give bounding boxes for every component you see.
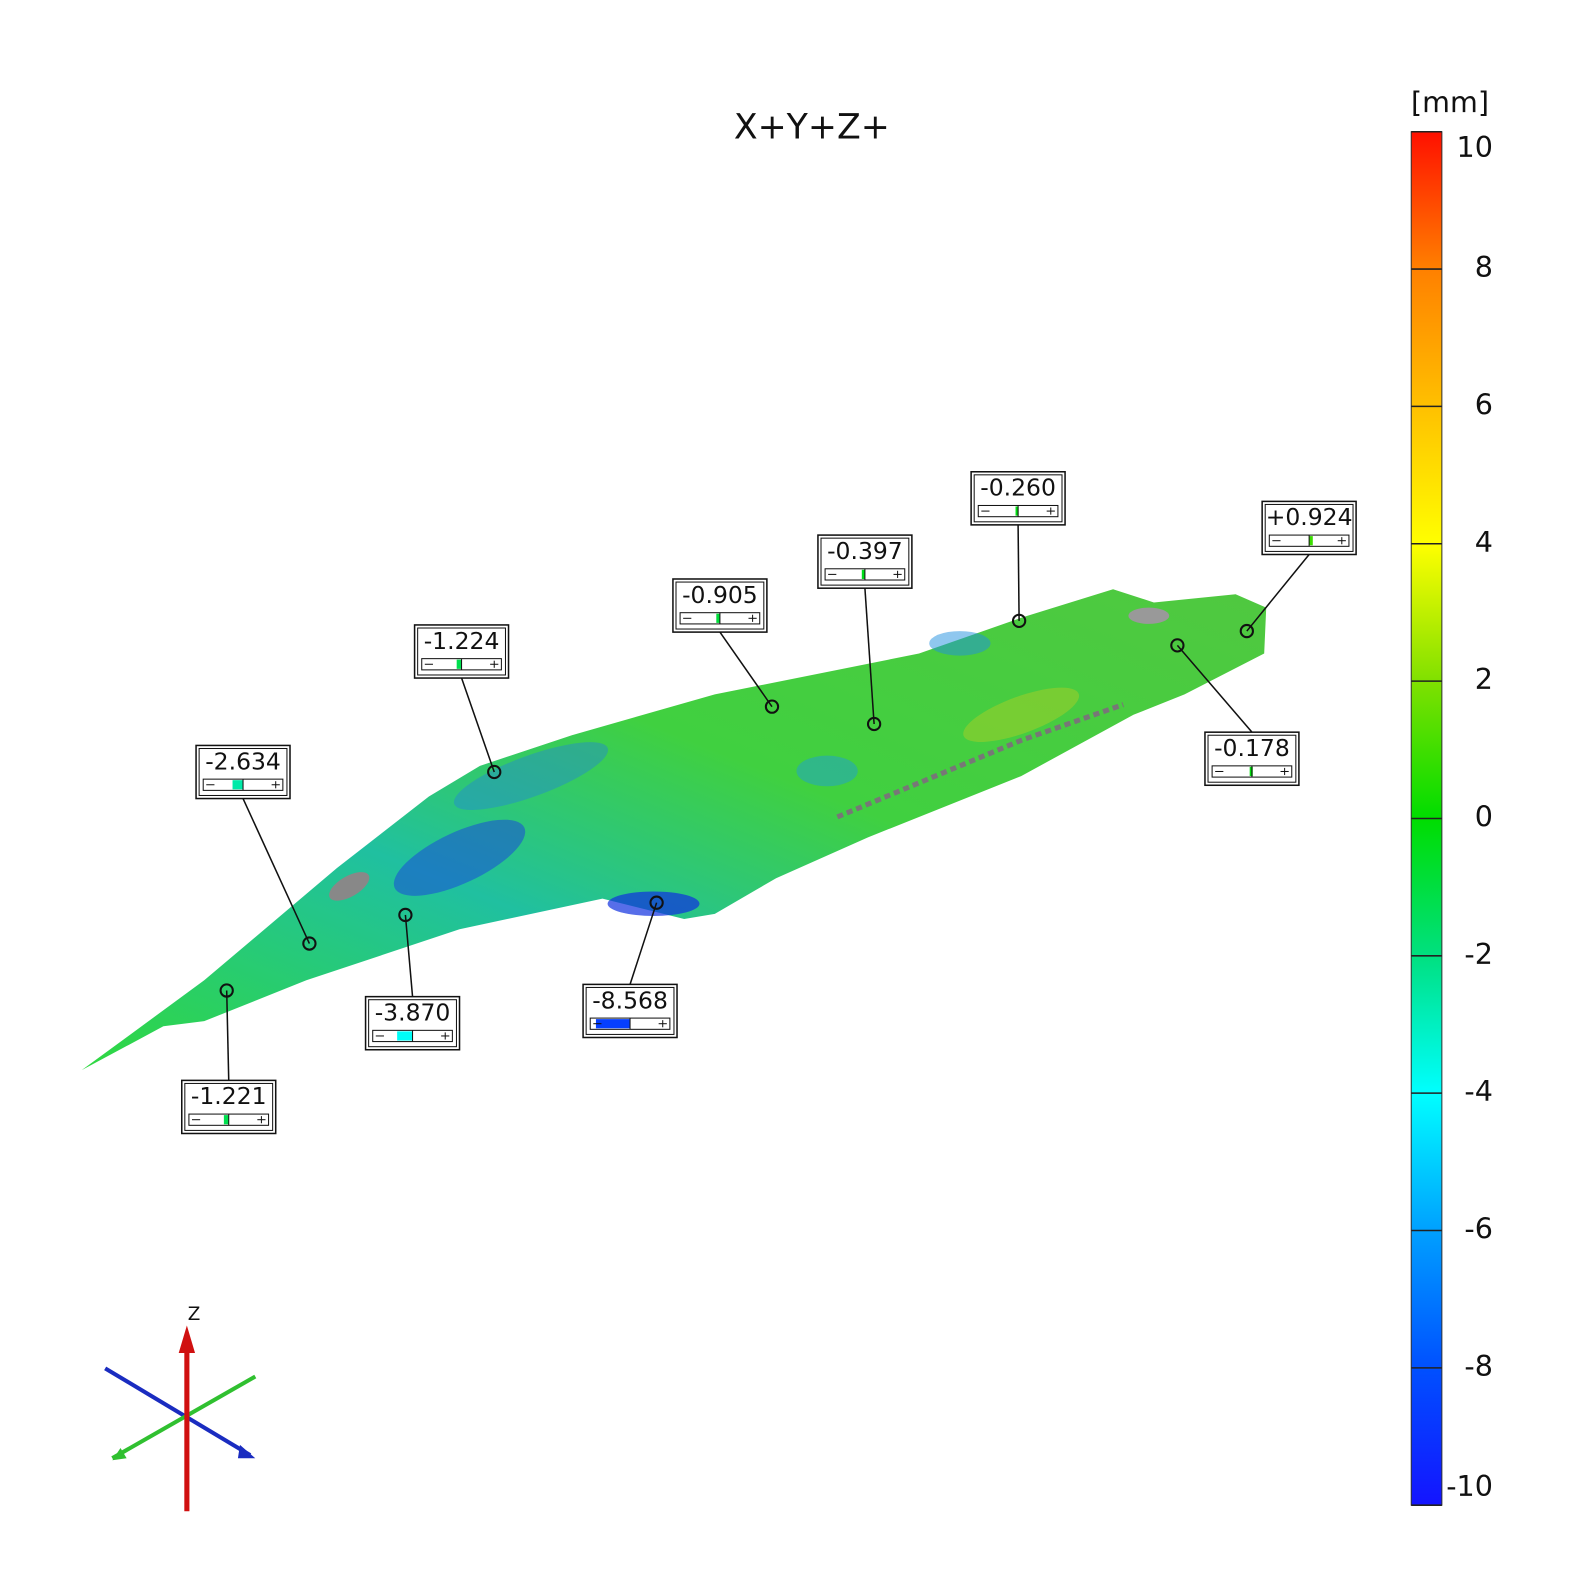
colorbar-unit: [mm]: [1411, 85, 1489, 119]
probe-point: [1170, 638, 1185, 653]
probe-point: [487, 764, 502, 780]
annotation-value: -3.870: [375, 999, 451, 1027]
annotation-inner: [1207, 734, 1297, 783]
annotation-inner: [417, 627, 506, 676]
colorbar-tick-label: -10: [1446, 1469, 1493, 1503]
colorbar-tick-label: -8: [1464, 1349, 1492, 1383]
probe-point: [398, 907, 413, 923]
annotation-value: -0.178: [1214, 734, 1290, 762]
annotation: -0.905: [672, 578, 780, 714]
gauge-indicator: [456, 659, 462, 669]
probe-point: [866, 716, 882, 732]
annotation-inner: [585, 986, 675, 1035]
annotation-inner: [1264, 503, 1354, 552]
annotation: -0.260: [970, 471, 1066, 629]
axis-triad: Z: [104, 1304, 257, 1512]
gauge-indicator: [1015, 506, 1019, 516]
gauge-indicator: [1309, 536, 1313, 546]
annotation: -2.634: [195, 744, 317, 951]
colorbar-tick-label: -6: [1464, 1211, 1492, 1245]
annotation-value: -0.397: [827, 537, 903, 565]
annotation-inner: [368, 999, 457, 1048]
leader-line: [719, 631, 773, 708]
gauge-indicator: [861, 569, 865, 579]
gauge-indicator: [223, 1115, 229, 1125]
gauge-indicator: [1249, 766, 1253, 777]
colorbar-tick-label: 2: [1475, 662, 1493, 696]
colorbar-tick-label: 4: [1475, 525, 1493, 559]
annotation-inner: [973, 474, 1063, 523]
annotation-value: -0.260: [980, 474, 1056, 502]
leader-line: [1176, 644, 1253, 733]
leader-line: [225, 990, 230, 1081]
annotation-value: -0.905: [682, 581, 758, 609]
leader-line: [629, 902, 658, 985]
annotation: -1.221: [180, 983, 277, 1135]
colorbar-tick-label: 0: [1475, 799, 1493, 833]
annotation: -1.224: [413, 624, 510, 780]
colorbar-tick-label: -4: [1464, 1074, 1492, 1108]
annotation-inner: [198, 747, 288, 796]
gauge-indicator: [232, 780, 244, 790]
annotation-inner: [820, 537, 910, 586]
leader-line: [1017, 524, 1020, 621]
gauge-indicator: [595, 1019, 631, 1029]
annotation-value: -1.224: [424, 627, 500, 655]
gauge-indicator: [397, 1031, 413, 1041]
probe-point: [649, 895, 664, 910]
leader-line: [404, 914, 414, 997]
annotation: -0.178: [1170, 638, 1300, 787]
colorbar-tick-label: -2: [1464, 937, 1492, 971]
leader-line: [242, 798, 311, 944]
axis-label: Z: [188, 1304, 201, 1325]
annotation-value: -2.634: [205, 747, 281, 775]
probe-point: [1011, 613, 1027, 629]
probe-point: [764, 699, 780, 714]
annotation: +0.924: [1239, 500, 1357, 639]
leader-line: [864, 588, 875, 725]
annotation: -0.397: [817, 534, 913, 732]
leader-line: [1246, 554, 1310, 632]
annotation-inner: [675, 581, 765, 630]
aircraft-model: [81, 589, 1267, 1071]
leader-line: [460, 677, 495, 773]
probe-point: [1239, 623, 1254, 639]
colorbar-tick-label: 10: [1457, 130, 1493, 164]
colorbar-tick-label: 8: [1475, 250, 1493, 284]
view-title: X+Y+Z+: [734, 108, 890, 148]
gauge-indicator: [716, 613, 720, 623]
annotation-value: -8.568: [592, 986, 668, 1014]
annotation: -8.568: [582, 895, 678, 1039]
annotation-value: +0.924: [1266, 503, 1353, 531]
annotation: -3.870: [364, 907, 461, 1051]
probe-point: [219, 983, 234, 998]
annotation-value: -1.221: [191, 1082, 267, 1110]
annotation-inner: [184, 1082, 274, 1131]
colorbar-tick-label: 6: [1475, 387, 1493, 421]
probe-point: [302, 936, 317, 951]
